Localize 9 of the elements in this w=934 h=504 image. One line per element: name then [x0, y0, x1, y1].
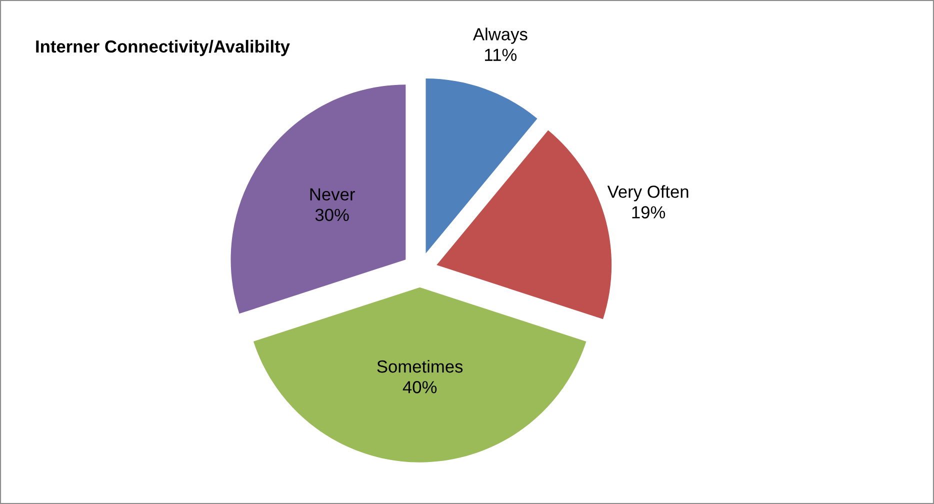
slice-label: Never: [310, 188, 355, 201]
text: Interner Connectivity/Avalibilty: [36, 40, 290, 56]
data-label: 19%: [632, 206, 666, 218]
data-label: 40%: [402, 381, 437, 394]
slice-label: Always: [472, 28, 528, 44]
slice-label: Sometimes: [377, 360, 463, 373]
data-label: 30%: [315, 208, 349, 222]
data-label: 11%: [485, 48, 517, 61]
slice-label: Very Often: [607, 185, 688, 202]
